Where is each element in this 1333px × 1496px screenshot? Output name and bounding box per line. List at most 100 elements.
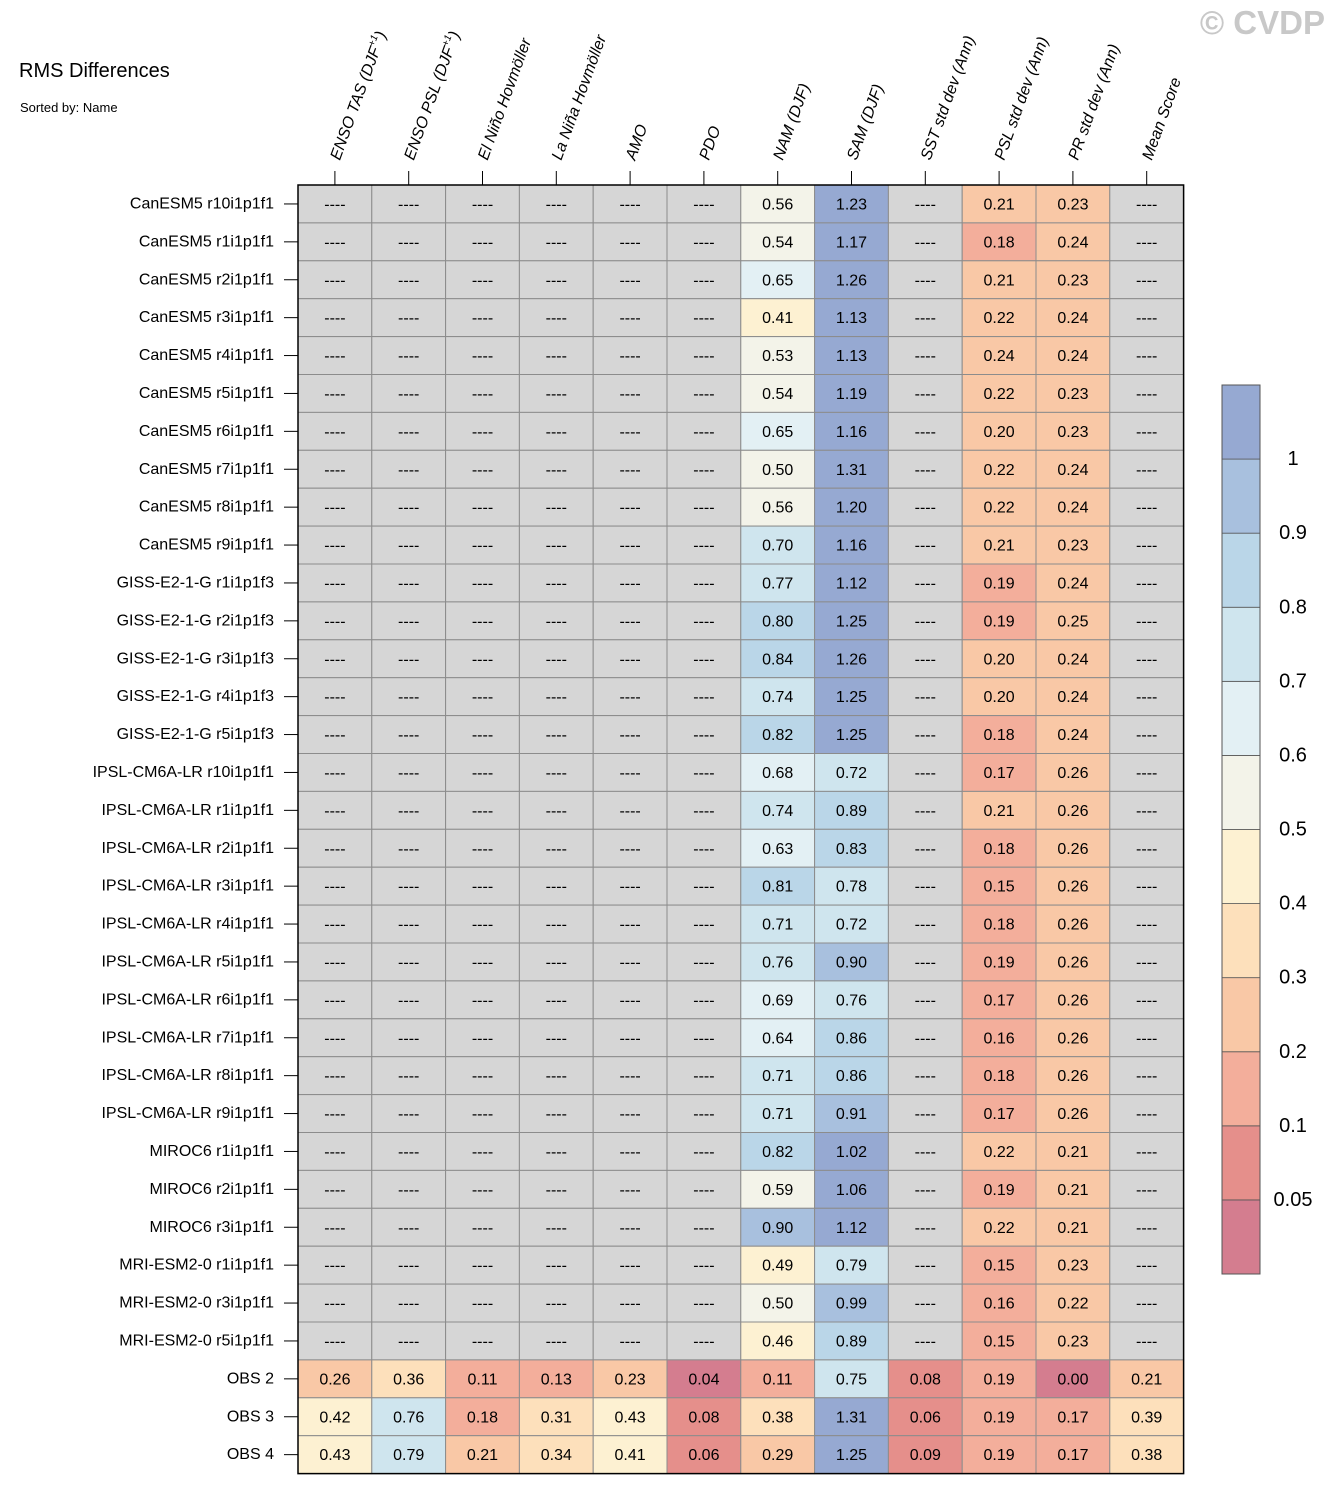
colorbar-swatch	[1221, 532, 1261, 608]
heatmap-cell	[592, 1435, 668, 1475]
heatmap-cell	[740, 411, 816, 451]
cell-value: 1.06	[836, 1182, 867, 1199]
cell-value: 0.11	[763, 1371, 793, 1388]
cell-value: ----	[324, 1106, 345, 1123]
cell-value: ----	[1136, 462, 1157, 479]
cell-value: 0.15	[984, 1333, 1015, 1350]
cell-value: 0.23	[615, 1371, 646, 1388]
heatmap-cell	[666, 563, 742, 603]
cell-value: ----	[619, 1144, 640, 1161]
cell-value: ----	[1136, 234, 1157, 251]
heatmap-cell	[666, 1359, 742, 1399]
cell-value: 0.31	[541, 1409, 572, 1426]
heatmap-cell	[297, 1359, 373, 1399]
cell-value: 0.18	[984, 917, 1015, 934]
row-label: IPSL-CM6A-LR r3i1p1f1	[101, 878, 274, 895]
row-label: CanESM5 r5i1p1f1	[139, 385, 274, 402]
cell-value: 0.76	[762, 954, 793, 971]
cell-value: ----	[546, 348, 567, 365]
cell-value: ----	[1136, 1030, 1157, 1047]
heatmap-cell	[371, 411, 447, 451]
cell-value: 0.71	[762, 1068, 793, 1085]
column-label: ENSO PSL (DJF+1)	[400, 28, 464, 162]
heatmap-cell	[592, 336, 668, 376]
cell-value: ----	[324, 1296, 345, 1313]
cell-value: ----	[398, 841, 419, 858]
heatmap-cell	[961, 601, 1037, 641]
cell-value: ----	[619, 1258, 640, 1275]
cell-value: ----	[546, 992, 567, 1009]
cell-value: ----	[1136, 1220, 1157, 1237]
cell-value: 0.19	[984, 954, 1015, 971]
heatmap-cell	[518, 828, 594, 868]
cell-value: ----	[1136, 1296, 1157, 1313]
heatmap-cell	[961, 487, 1037, 527]
heatmap-cell	[592, 639, 668, 679]
heatmap-cell	[887, 715, 963, 754]
heatmap-cell	[1035, 980, 1111, 1020]
cell-value: 0.64	[762, 1030, 793, 1047]
cell-value: ----	[472, 917, 493, 934]
cell-value: ----	[398, 500, 419, 517]
heatmap-cell	[666, 753, 742, 792]
cell-value: ----	[619, 917, 640, 934]
heatmap-cell	[961, 260, 1037, 300]
heatmap-cell	[1035, 1359, 1111, 1399]
heatmap-cell	[297, 563, 373, 603]
cell-value: ----	[693, 234, 714, 251]
colorbar-label: 0.4	[1279, 893, 1307, 915]
cell-value: ----	[619, 386, 640, 403]
cell-value: 0.91	[836, 1106, 867, 1123]
cell-value: ----	[619, 954, 640, 971]
heatmap-cell	[740, 374, 816, 413]
cell-value: ----	[619, 841, 640, 858]
heatmap-cell	[961, 222, 1037, 262]
cell-value: 0.24	[1057, 348, 1088, 365]
heatmap-cell	[1109, 790, 1185, 830]
heatmap-cell	[1109, 828, 1185, 868]
heatmap-cell	[666, 828, 742, 868]
cell-value: 0.18	[984, 727, 1015, 744]
cell-value: ----	[1136, 348, 1157, 365]
cell-value: ----	[472, 1106, 493, 1123]
cell-value: ----	[546, 879, 567, 896]
cell-value: ----	[619, 462, 640, 479]
cell-value: 0.24	[1057, 689, 1088, 706]
cell-value: ----	[619, 1296, 640, 1313]
heatmap-cell	[518, 1056, 594, 1096]
heatmap-cell	[297, 639, 373, 679]
column-label: PR std dev (Ann)	[1066, 42, 1124, 162]
cell-value: 1.12	[836, 1220, 867, 1237]
heatmap-cell	[1035, 1094, 1111, 1133]
row-label: IPSL-CM6A-LR r6i1p1f1	[101, 991, 274, 1008]
cell-value: 0.43	[615, 1409, 646, 1426]
cell-value: ----	[915, 310, 936, 327]
cell-value: 0.70	[762, 538, 793, 555]
cell-value: ----	[619, 196, 640, 213]
heatmap-cell	[740, 715, 816, 754]
row-label: CanESM5 r2i1p1f1	[139, 271, 274, 288]
heatmap-cell	[371, 601, 447, 641]
heatmap-cell	[740, 336, 816, 376]
cell-value: ----	[693, 500, 714, 517]
heatmap-cell	[666, 336, 742, 376]
cell-value: ----	[1136, 272, 1157, 289]
cell-value: 0.90	[836, 954, 867, 971]
heatmap-cell	[887, 904, 963, 944]
cell-value: ----	[546, 234, 567, 251]
cell-value: ----	[546, 575, 567, 592]
heatmap-cell	[1109, 449, 1185, 489]
heatmap-cell	[666, 715, 742, 754]
cell-value: ----	[693, 462, 714, 479]
cell-value: ----	[472, 1220, 493, 1237]
row-label: IPSL-CM6A-LR r9i1p1f1	[101, 1105, 274, 1122]
cell-value: ----	[324, 613, 345, 630]
cell-value: ----	[693, 1182, 714, 1199]
cell-value: ----	[472, 841, 493, 858]
heatmap-cell	[1035, 601, 1111, 641]
heatmap-cell	[297, 298, 373, 338]
cell-value: ----	[398, 917, 419, 934]
heatmap-cell	[887, 639, 963, 679]
row-label: OBS 4	[227, 1446, 274, 1463]
